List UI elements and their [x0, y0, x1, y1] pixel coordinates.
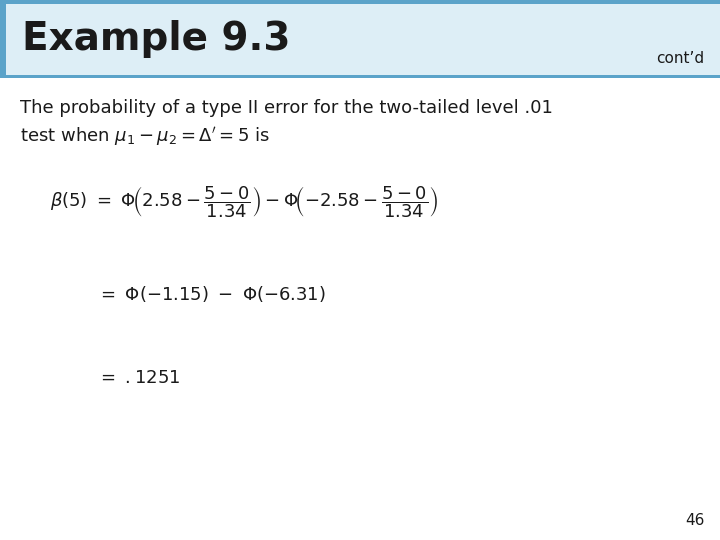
Text: The probability of a type II error for the two-tailed level .01: The probability of a type II error for t… — [20, 99, 553, 117]
Bar — [0, 0, 720, 78]
Text: Example 9.3: Example 9.3 — [22, 20, 290, 58]
Text: $= \ .1251$: $= \ .1251$ — [97, 369, 181, 387]
Bar — [0, 0, 6, 78]
Text: 46: 46 — [685, 513, 704, 528]
Bar — [0, 0, 720, 4]
Text: test when $\mu_1 - \mu_2 = \Delta' = 5$ is: test when $\mu_1 - \mu_2 = \Delta' = 5$ … — [20, 125, 270, 147]
Text: $\beta(5) \ = \ \Phi\!\left(2.58 - \dfrac{5-0}{1.34}\right) - \Phi\!\left(-2.58 : $\beta(5) \ = \ \Phi\!\left(2.58 - \dfra… — [50, 185, 438, 220]
Bar — [0, 75, 720, 78]
Text: cont’d: cont’d — [656, 51, 704, 66]
Text: $= \ \Phi(-1.15) \ - \ \Phi(-6.31)$: $= \ \Phi(-1.15) \ - \ \Phi(-6.31)$ — [97, 284, 326, 305]
